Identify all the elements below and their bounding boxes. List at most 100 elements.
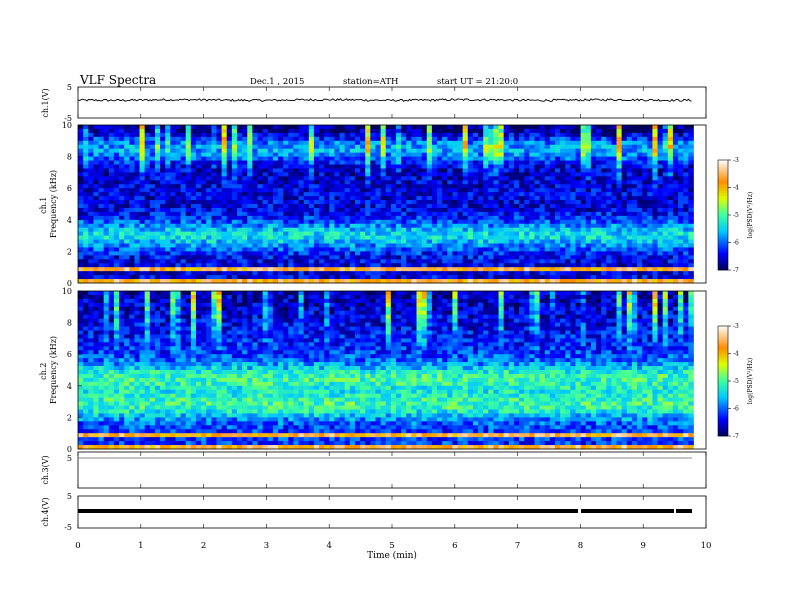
spectrogram-cell xyxy=(647,125,653,130)
spectrogram-cell xyxy=(231,128,238,134)
spectrogram-cell xyxy=(616,263,623,268)
spectrogram-cell xyxy=(457,184,464,189)
spectrogram-cell xyxy=(195,211,202,217)
spectrogram-cell xyxy=(267,148,274,154)
spectrogram-cell xyxy=(149,125,156,130)
spectrogram-cell xyxy=(406,267,412,272)
spectrogram-cell xyxy=(226,207,233,213)
spectrogram-cell xyxy=(667,223,674,229)
spectrogram-cell xyxy=(524,136,530,142)
spectrogram-cell xyxy=(344,144,351,150)
spectrogram-cell xyxy=(354,125,361,130)
spectrogram-cell xyxy=(267,211,274,217)
spectrogram-cell xyxy=(206,259,212,264)
spectrogram-cell xyxy=(247,168,253,173)
spectrogram-cell xyxy=(160,207,166,213)
spectrogram-cell xyxy=(421,207,428,213)
spectrogram-cell xyxy=(667,196,674,201)
spectrogram-cell xyxy=(242,259,248,264)
spectrogram-cell xyxy=(339,148,346,154)
spectrogram-cell xyxy=(231,200,238,205)
colorbar-segment xyxy=(718,260,728,263)
spectrogram-cell xyxy=(390,243,397,248)
spectrogram-cell xyxy=(426,207,433,213)
spectrogram-cell xyxy=(272,176,279,181)
spectrogram-cell xyxy=(411,188,417,193)
spectrogram-cell xyxy=(462,144,469,150)
spectrogram-cell xyxy=(452,251,458,256)
spectrogram-cell xyxy=(278,231,284,236)
spectrogram-cell xyxy=(385,267,392,272)
spectrogram-cell xyxy=(293,251,299,256)
spectrogram-cell xyxy=(626,180,633,185)
spectrogram-cell xyxy=(113,188,120,193)
spectrogram-cell xyxy=(493,275,499,280)
spectrogram-cell xyxy=(534,188,540,193)
spectrogram-cell xyxy=(293,152,299,157)
spectrogram-cell xyxy=(195,180,202,185)
spectrogram-cell xyxy=(370,152,376,157)
spectrogram-cell xyxy=(534,180,540,185)
spectrogram-cell xyxy=(478,172,484,177)
spectrogram-cell xyxy=(426,128,433,134)
spectrogram-cell xyxy=(616,239,623,244)
spectrogram-cell xyxy=(395,156,402,161)
spectrogram-cell xyxy=(360,125,366,130)
spectrogram-cell xyxy=(672,243,679,248)
spectrogram-cell xyxy=(360,180,366,185)
spectrogram-cell xyxy=(401,271,407,276)
spectrogram-cell xyxy=(662,172,669,177)
spectrogram-cell xyxy=(129,148,135,154)
spectrogram-cell xyxy=(621,247,628,252)
spectrogram-cell xyxy=(483,255,489,260)
spectrogram-cell xyxy=(626,239,633,244)
spectrogram-cell xyxy=(334,231,340,236)
spectrogram-cell xyxy=(431,168,438,173)
spectrogram-cell xyxy=(478,200,484,205)
spectrogram-cell xyxy=(262,144,269,150)
spectrogram-cell xyxy=(462,172,469,177)
spectrogram-cell xyxy=(108,128,115,134)
spectrogram-cell xyxy=(216,267,222,272)
spectrogram-cell xyxy=(165,255,171,260)
spectrogram-cell xyxy=(288,291,294,296)
spectrogram-cell xyxy=(621,156,628,161)
spectrogram-cell xyxy=(401,188,407,193)
spectrogram-cell xyxy=(293,271,299,276)
spectrogram-cell xyxy=(667,271,674,276)
spectrogram-cell xyxy=(590,239,597,244)
spectrogram-cell xyxy=(211,200,217,205)
spectrogram-cell xyxy=(626,279,633,284)
spectrogram-cell xyxy=(98,271,105,276)
spectrogram-cell xyxy=(621,196,628,201)
spectrogram-cell xyxy=(560,188,566,193)
spectrogram-cell xyxy=(144,128,151,134)
spectrogram-cell xyxy=(688,156,694,161)
spectrogram-cell xyxy=(83,271,89,276)
spectrogram-cell xyxy=(313,207,320,213)
spectrogram-cell xyxy=(621,235,628,240)
spectrogram-cell xyxy=(611,239,617,244)
spectrogram-cell xyxy=(513,263,520,268)
spectrogram-cell xyxy=(313,211,320,217)
spectrogram-cell xyxy=(580,215,587,221)
spectrogram-cell xyxy=(226,144,233,150)
spectrogram-cell xyxy=(93,132,99,138)
spectrogram-cell xyxy=(534,223,540,229)
spectrogram-cell xyxy=(421,184,428,189)
spectrogram-cell xyxy=(313,267,320,272)
spectrogram-cell xyxy=(334,235,340,240)
spectrogram-cell xyxy=(144,160,151,165)
spectrogram-cell xyxy=(221,263,228,268)
spectrogram-cell xyxy=(498,291,505,296)
spectrogram-cell xyxy=(683,176,689,181)
spectrogram-cell xyxy=(426,172,433,177)
spectrogram-cell xyxy=(190,204,197,209)
spectrogram-cell xyxy=(78,235,84,240)
spectrogram-cell xyxy=(354,263,361,268)
spectrogram-cell xyxy=(170,239,176,244)
spectrogram-cell xyxy=(190,247,197,252)
spectrogram-cell xyxy=(380,259,387,264)
spectrogram-cell xyxy=(283,211,289,217)
spectrogram-cell xyxy=(637,204,643,209)
